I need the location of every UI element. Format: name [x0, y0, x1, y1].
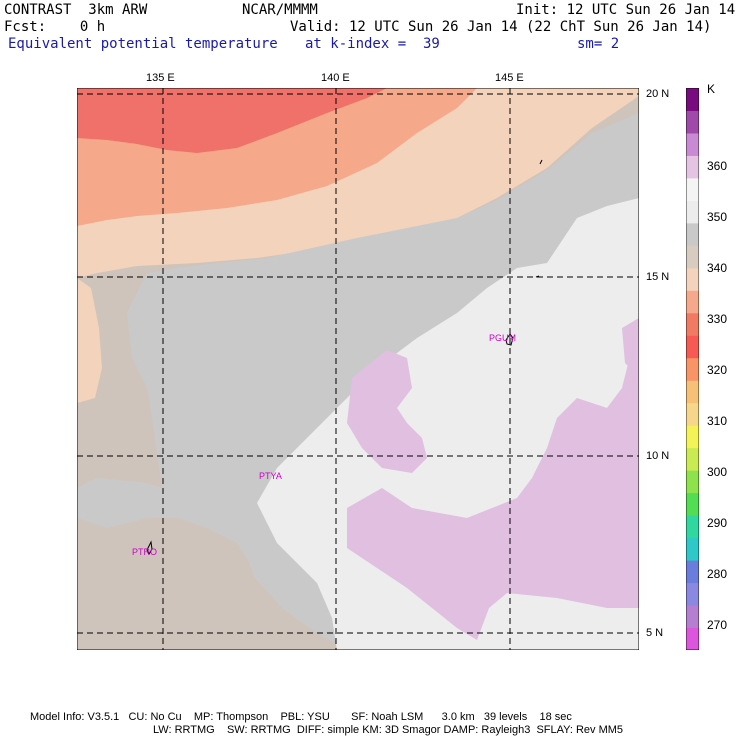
- model-info-line2: LW: RRTMG SW: RRTMG DIFF: simple KM: 3D …: [153, 724, 624, 736]
- colorbar-segment: [686, 402, 699, 426]
- colorbar-unit: K: [707, 82, 716, 96]
- islet-north: [539, 159, 543, 165]
- contour-band-330: [77, 88, 387, 153]
- contour-band-360-patch: [622, 318, 639, 378]
- lon-label-135: 135 E: [146, 72, 175, 84]
- colorbar-segment: [686, 492, 699, 516]
- colorbar-segment: [686, 380, 699, 404]
- colorbar-tick-340: 340: [707, 261, 728, 275]
- colorbar-segment: [686, 222, 699, 246]
- lat-label-20: 20 N: [646, 88, 670, 100]
- colorbar-segment: [686, 245, 699, 269]
- init-time: Init: 12 UTC Sun 26 Jan 14: [516, 2, 736, 18]
- colorbar-segment: [686, 470, 699, 494]
- colorbar-segment: [686, 515, 699, 539]
- colorbar-segment: [686, 88, 699, 111]
- valid-time: Valid: 12 UTC Sun 26 Jan 14 (22 ChT Sun …: [290, 19, 712, 35]
- colorbar-tick-300: 300: [707, 465, 728, 479]
- colorbar-segment: [686, 582, 699, 606]
- contour-band-340-west: [77, 278, 102, 403]
- lat-label-15: 15 N: [646, 271, 670, 283]
- level-label: at k-index = 39: [305, 36, 440, 52]
- station-label-ptro: PTRO: [132, 547, 158, 557]
- colorbar-segment: [686, 177, 699, 201]
- colorbar-segment: [686, 425, 699, 449]
- station-label-ptya: PTYA: [259, 471, 282, 481]
- colorbar-tick-280: 280: [707, 567, 728, 581]
- colorbar-segment: [686, 357, 699, 381]
- colorbar-tick-350: 350: [707, 210, 728, 224]
- colorbar-segment: [686, 627, 699, 650]
- colorbar-tick-270: 270: [707, 618, 728, 632]
- lon-label-140: 140 E: [321, 72, 350, 84]
- colorbar-segment: [686, 290, 699, 314]
- colorbar-segment: [686, 605, 699, 629]
- contour-band-360-east: [347, 323, 639, 640]
- guam-island: [505, 333, 514, 346]
- colorbar-tick-290: 290: [707, 516, 728, 530]
- islet-mid: [535, 275, 540, 278]
- graticule: [77, 88, 639, 650]
- colorbar-segment: [686, 155, 699, 179]
- colorbar-segment: [686, 267, 699, 291]
- organization-label: NCAR/MMMM: [242, 2, 318, 18]
- model-info-line1: Model Info: V3.5.1 CU: No Cu MP: Thompso…: [30, 711, 572, 723]
- colorbar-segment: [686, 110, 699, 134]
- contour-band-360-north: [347, 350, 427, 473]
- colorbar-tick-360: 360: [707, 159, 728, 173]
- colorbar-segment: [686, 560, 699, 584]
- palau-island: [146, 540, 153, 556]
- station-label-pgum: PGUM: [489, 333, 516, 343]
- colorbar-segment: [686, 447, 699, 471]
- lat-label-5: 5 N: [646, 627, 664, 639]
- colorbar-segment: [686, 200, 699, 224]
- map-panel: [77, 88, 639, 650]
- colorbar-segment: [686, 132, 699, 156]
- colorbar-segment: [686, 335, 699, 359]
- lat-label-10: 10 N: [646, 450, 670, 462]
- colorbar-tick-330: 330: [707, 312, 728, 326]
- colorbar-tick-310: 310: [707, 414, 728, 428]
- model-title: CONTRAST 3km ARW: [4, 2, 148, 18]
- colorbar-segment: [686, 312, 699, 336]
- colorbar: [686, 88, 699, 650]
- smoothing-label: sm= 2: [577, 36, 620, 52]
- forecast-hour: Fcst: 0 h: [4, 19, 106, 35]
- colorbar-segment: [686, 537, 699, 561]
- field-name: Equivalent potential temperature: [8, 36, 278, 52]
- lon-label-145: 145 E: [495, 72, 524, 84]
- island-outlines: [146, 159, 543, 556]
- colorbar-tick-320: 320: [707, 363, 728, 377]
